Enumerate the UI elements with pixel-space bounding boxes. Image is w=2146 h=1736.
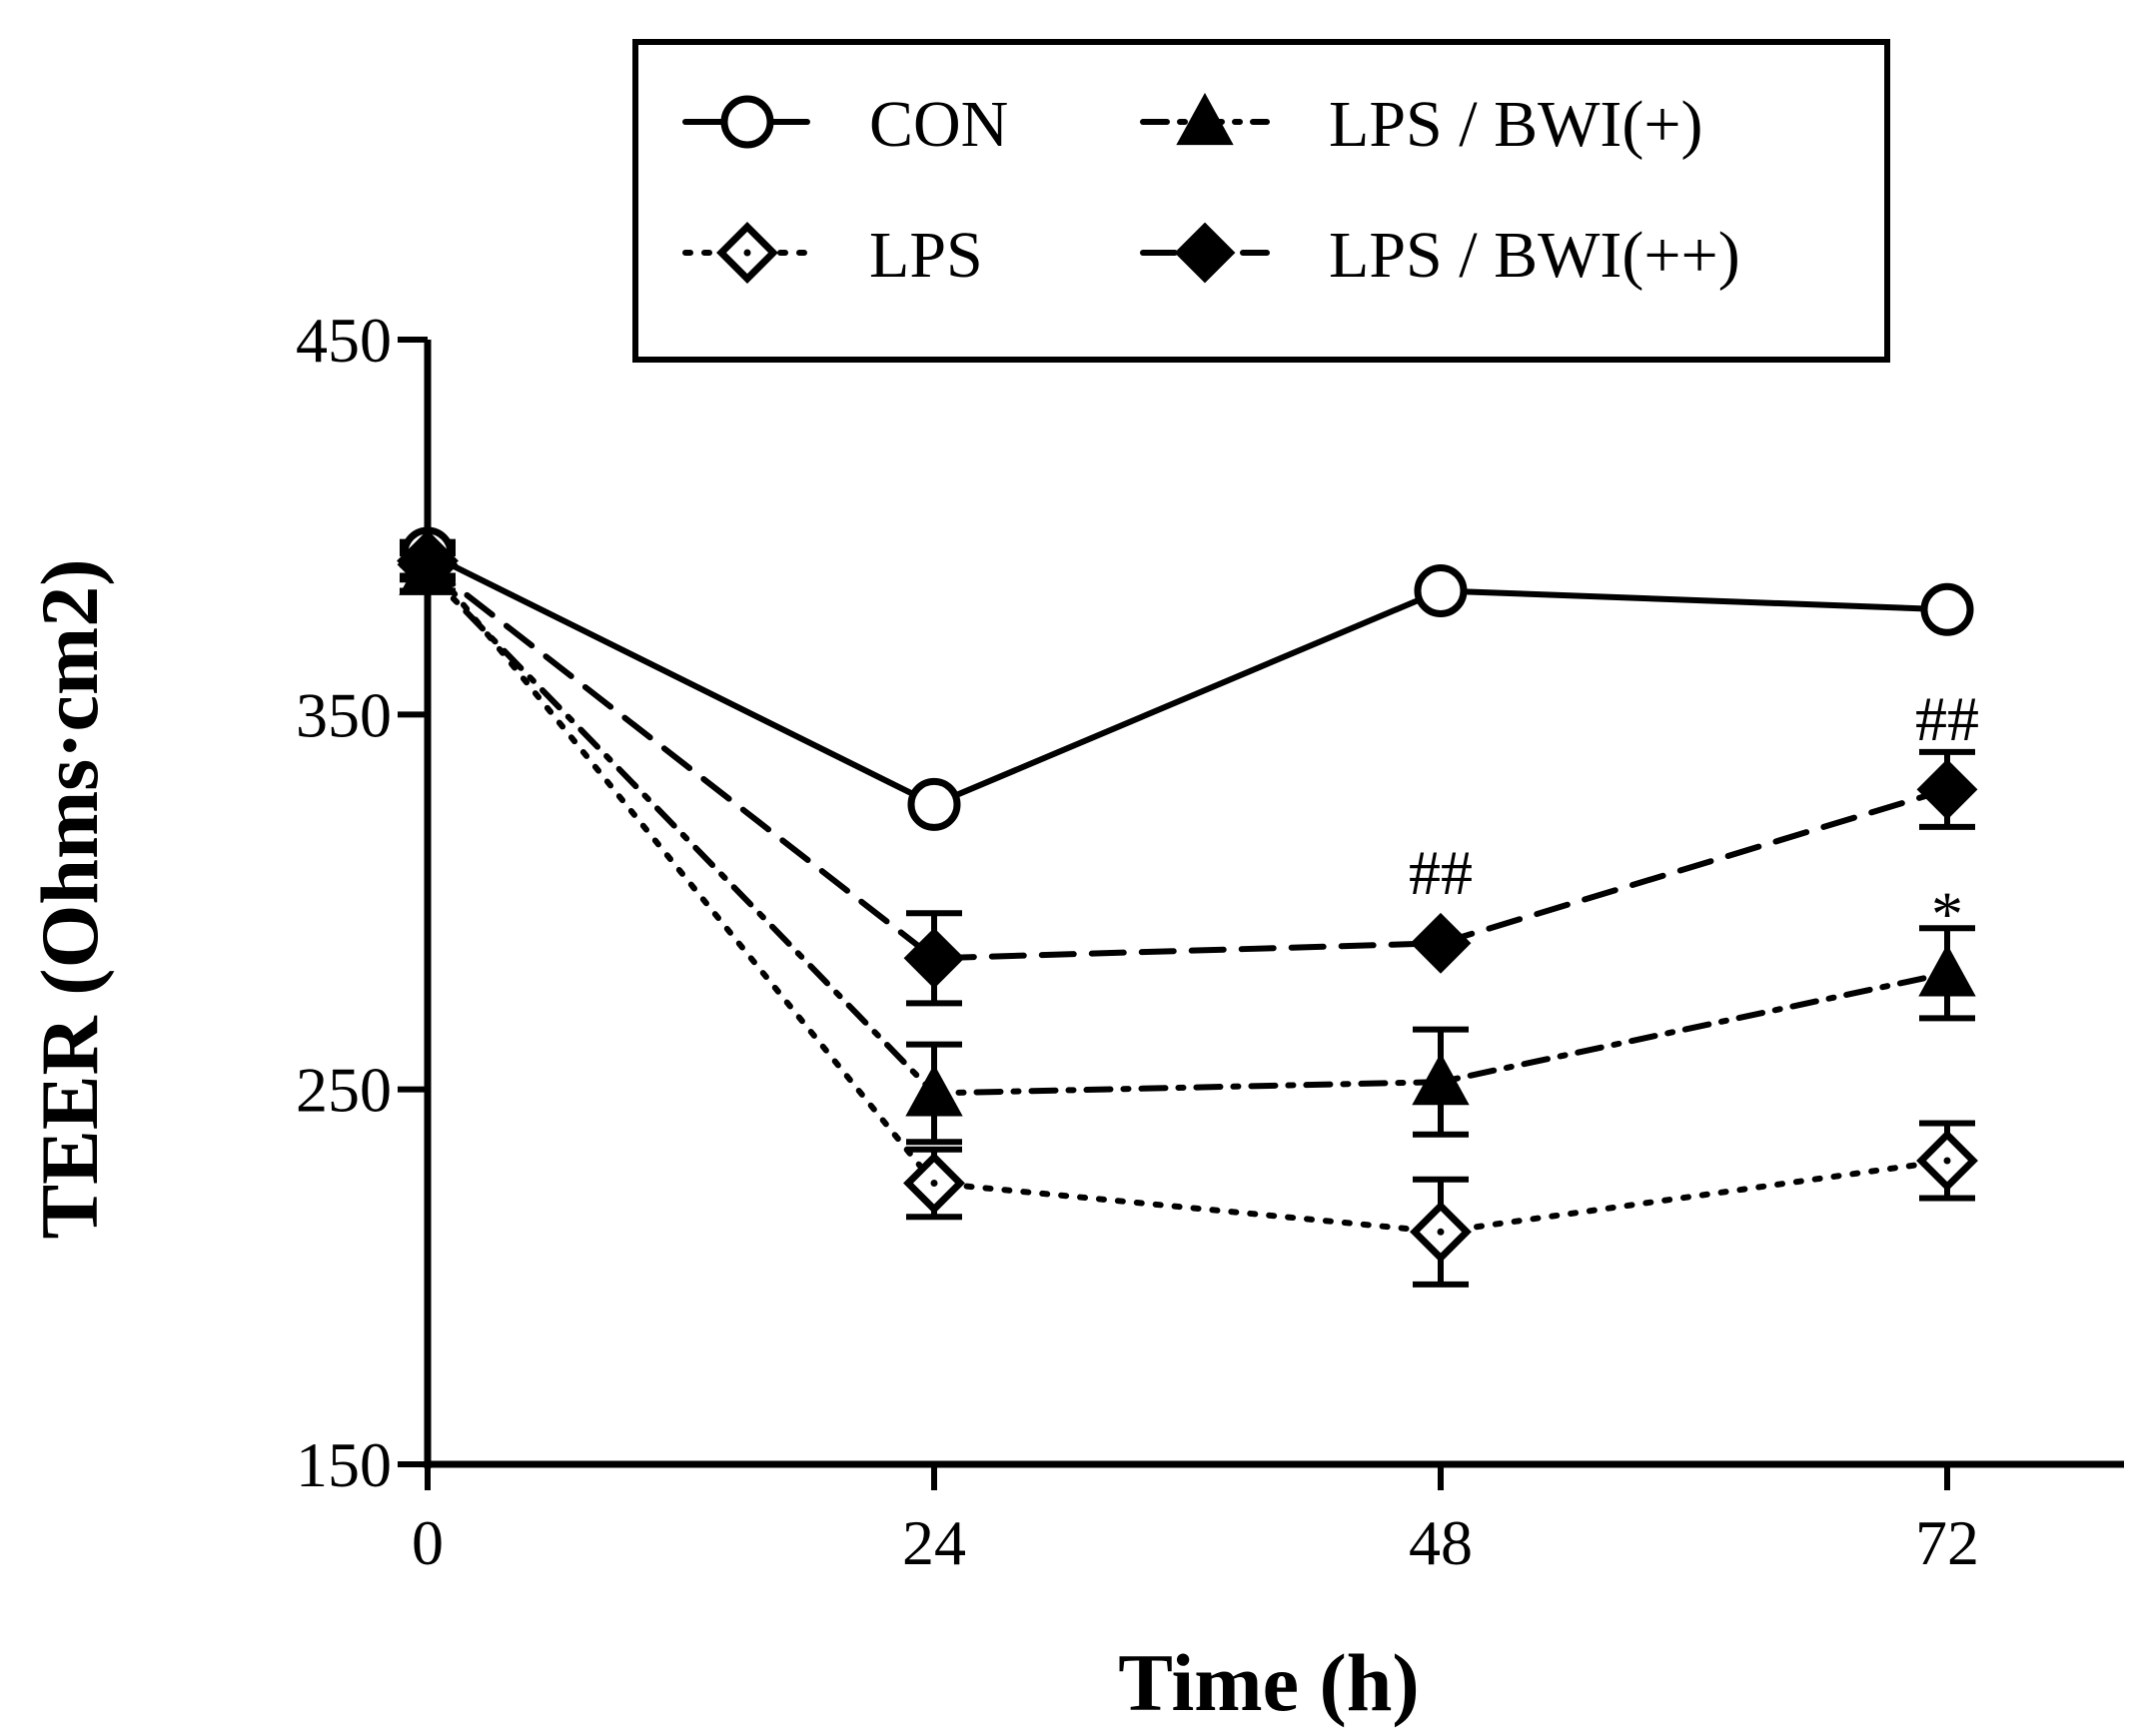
y-tick-label-450: 450 [296, 305, 392, 376]
series-line-lps-bwi [425, 561, 1950, 962]
data-point-lps-bwi-24 [903, 927, 965, 989]
x-tick-label-48: 48 [1409, 1507, 1473, 1578]
y-tick-label-350: 350 [296, 679, 392, 750]
series-markers [397, 526, 1978, 1264]
data-point-lps-bwi-48 [1410, 912, 1472, 974]
legend-label-con: CON [869, 88, 1008, 161]
x-tick-label-72: 72 [1915, 1507, 1979, 1578]
annotation-1: ## [1915, 683, 1979, 754]
legend-marker-lps-bwi [1174, 222, 1236, 284]
legend: CON LPS LPS / BWI(+) LPS / BWI(++) [632, 39, 1890, 363]
data-point-lps-48-center-dot [1437, 1228, 1445, 1236]
data-point-lps-72-center-dot [1943, 1157, 1951, 1165]
series-line-con [425, 549, 1950, 808]
axes: 150 250 350 450 0 24 48 72 [296, 305, 2124, 1578]
legend-item-lps-bwi: LPS / BWI(+) [1140, 88, 1703, 161]
legend-marker-lps-center-dot [743, 249, 751, 257]
series-line-lps [425, 557, 1950, 1236]
legend-marker-lps-bwi [1176, 92, 1234, 146]
legend-item-lps-bwi: LPS / BWI(++) [1140, 219, 1740, 292]
y-tick-label-150: 150 [296, 1429, 392, 1500]
data-point-lps-bwi-0 [397, 533, 459, 595]
legend-marker-lps [716, 222, 778, 284]
x-axis-title: Time (h) [1118, 1637, 1419, 1728]
data-point-lps-bwi-72 [1916, 758, 1978, 820]
legend-frame [632, 39, 1890, 363]
legend-label-lps-bwi: LPS / BWI(+) [1329, 88, 1703, 161]
data-point-lps-bwi-48 [1412, 1053, 1470, 1106]
legend-item-con: CON [682, 88, 1008, 161]
x-tick-label-24: 24 [902, 1507, 966, 1578]
legend-item-lps: LPS [682, 219, 983, 292]
data-point-lps-24 [903, 1152, 965, 1215]
legend-label-lps-bwi: LPS / BWI(++) [1329, 219, 1740, 292]
series-line-lps-bwi [425, 568, 1950, 1097]
x-tick-label-0: 0 [412, 1507, 444, 1578]
y-axis-title: TEER (Ohms·cm2) [24, 558, 115, 1239]
annotation-0: ## [1409, 837, 1473, 908]
legend-label-lps: LPS [869, 219, 983, 292]
data-point-lps-48 [1410, 1201, 1472, 1264]
data-point-con-48 [1414, 563, 1468, 617]
y-tick-label-250: 250 [296, 1055, 392, 1126]
data-point-con-24 [907, 777, 961, 831]
data-point-lps-bwi-72 [1918, 944, 1976, 997]
legend-marker-con [720, 95, 774, 149]
series-lines [425, 549, 1950, 1236]
annotation-2: * [1931, 878, 1963, 949]
data-point-con-72 [1920, 582, 1974, 636]
data-point-lps-72 [1916, 1130, 1978, 1192]
data-point-lps-24-center-dot [930, 1180, 938, 1187]
data-point-lps-bwi-24 [905, 1064, 963, 1117]
